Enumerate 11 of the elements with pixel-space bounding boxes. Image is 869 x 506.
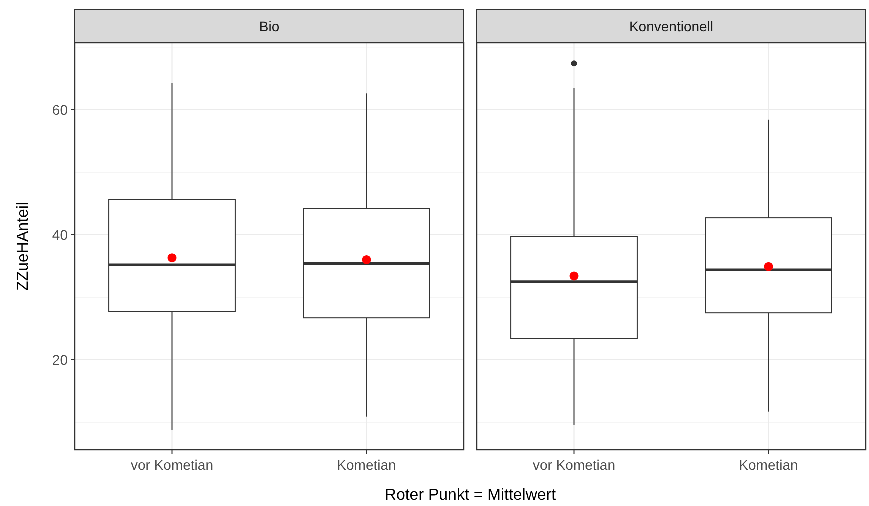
x-tick-label: Kometian [739,457,798,473]
text: Roter Punkt = Mittelwert [384,487,557,504]
x-tick-label: vor Kometian [131,457,214,473]
y-tick-label: 20 [52,352,68,368]
x-tick-label: vor Kometian [533,457,616,473]
y-tick-label: 40 [52,226,68,243]
chart-title: Konventionell [629,18,714,34]
y-tick-label: 60 [52,102,68,118]
x-tick-label: Kometian [337,457,396,473]
chart-title: Bio [259,18,280,34]
y-axis-title: ZZueHAnteil [15,202,32,291]
